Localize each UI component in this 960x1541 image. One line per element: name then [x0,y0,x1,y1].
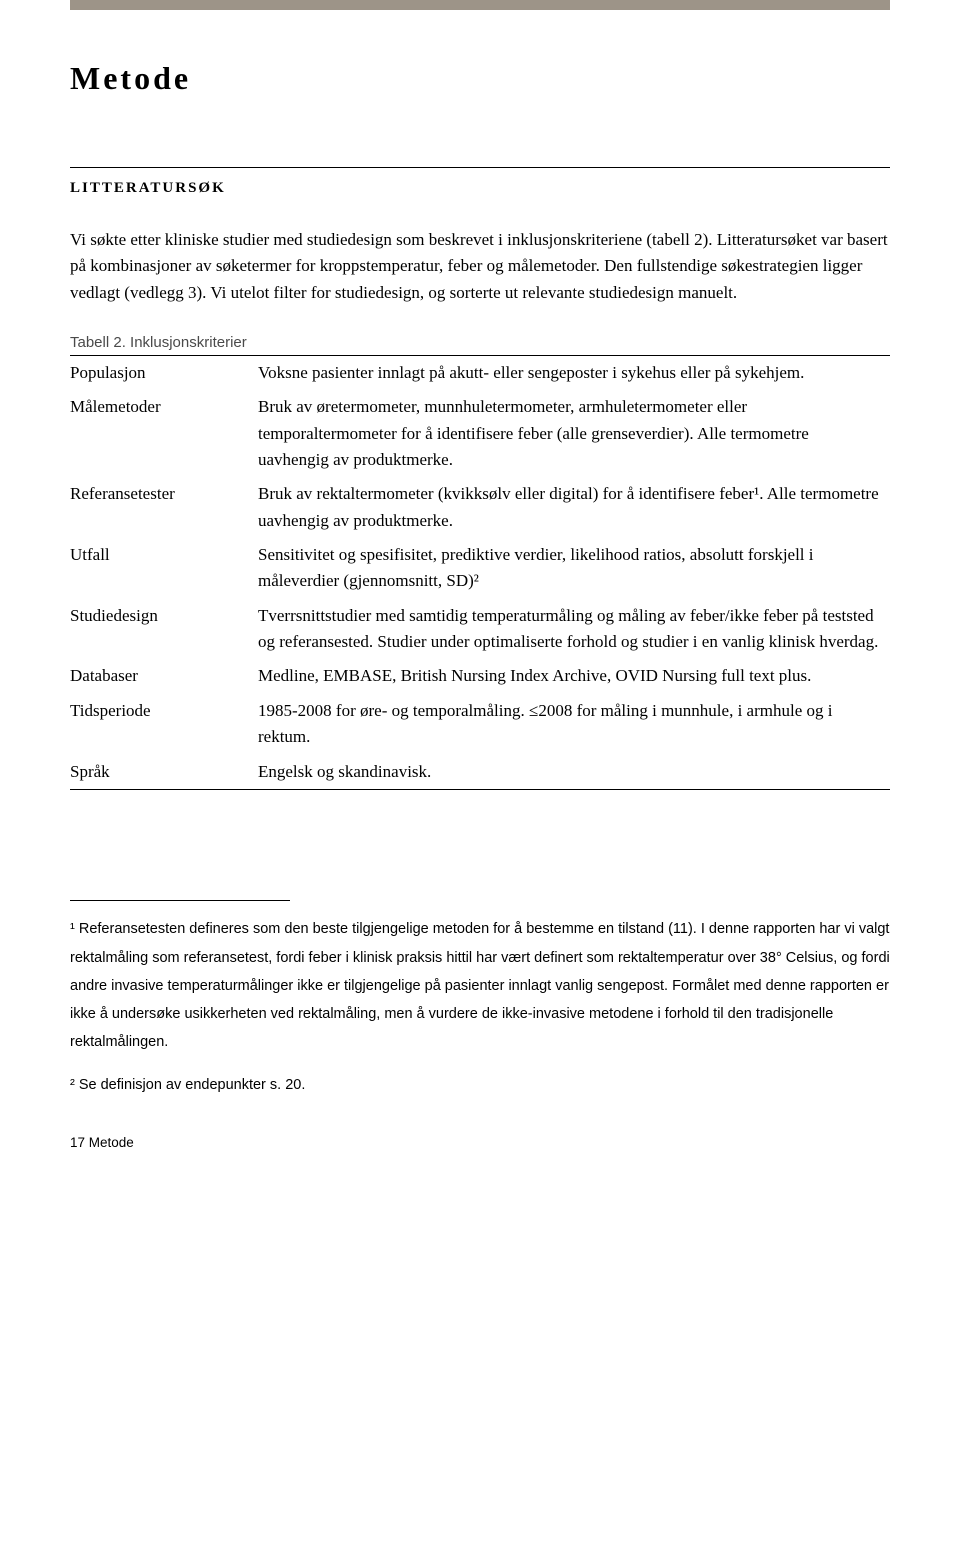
table-row: Referansetester Bruk av rektaltermometer… [70,477,890,538]
row-label: Språk [70,755,258,790]
section-heading: LITTERATURSØK [70,167,890,197]
row-label: Referansetester [70,477,258,538]
table-row: Studiedesign Tverrsnittstudier med samti… [70,599,890,660]
table-row: Tidsperiode 1985-2008 for øre- og tempor… [70,694,890,755]
table-row: Populasjon Voksne pasienter innlagt på a… [70,356,890,391]
table-caption: Tabell 2. Inklusjonskriterier [70,334,890,351]
intro-paragraph: Vi søkte etter kliniske studier med stud… [70,227,890,306]
row-label: Utfall [70,538,258,599]
row-label: Populasjon [70,356,258,391]
row-value: Tverrsnittstudier med samtidig temperatu… [258,599,890,660]
row-label: Målemetoder [70,390,258,477]
row-value: Bruk av rektaltermometer (kvikksølv elle… [258,477,890,538]
row-label: Tidsperiode [70,694,258,755]
table-row: Utfall Sensitivitet og spesifisitet, pre… [70,538,890,599]
row-value: Medline, EMBASE, British Nursing Index A… [258,659,890,693]
row-label: Studiedesign [70,599,258,660]
table-row: Databaser Medline, EMBASE, British Nursi… [70,659,890,693]
top-accent-bar [70,0,890,10]
row-value: Voksne pasienter innlagt på akutt- eller… [258,356,890,391]
footnote-1: ¹ Referansetesten defineres som den best… [70,915,890,1056]
footnote-2: ² Se definisjon av endepunkter s. 20. [70,1071,890,1099]
footnote-separator [70,900,290,901]
row-value: 1985-2008 for øre- og temporalmåling. ≤2… [258,694,890,755]
page: Metode LITTERATURSØK Vi søkte etter klin… [0,0,960,1190]
table-row: Språk Engelsk og skandinavisk. [70,755,890,790]
page-title: Metode [70,60,890,97]
row-value: Sensitivitet og spesifisitet, prediktive… [258,538,890,599]
inclusion-criteria-table: Populasjon Voksne pasienter innlagt på a… [70,355,890,790]
row-label: Databaser [70,659,258,693]
row-value: Engelsk og skandinavisk. [258,755,890,790]
table-row: Målemetoder Bruk av øretermometer, munnh… [70,390,890,477]
row-value: Bruk av øretermometer, munnhuletermomete… [258,390,890,477]
page-footer: 17 Metode [70,1135,890,1150]
